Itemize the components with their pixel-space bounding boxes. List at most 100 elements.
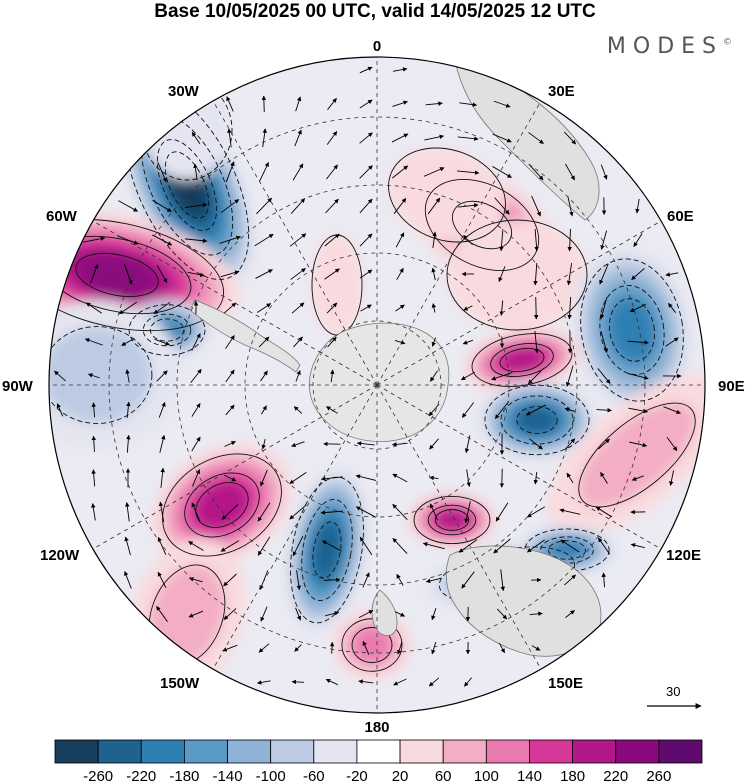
contour-line xyxy=(599,285,665,375)
wind-arrow xyxy=(663,406,681,414)
wind-arrow xyxy=(257,536,271,556)
wind-arrow xyxy=(123,263,133,285)
wind-arrow xyxy=(191,131,201,145)
wind-arrow xyxy=(528,132,544,144)
wind-arrow xyxy=(531,195,541,217)
wind-arrow xyxy=(534,331,539,354)
wind-arrow xyxy=(153,301,171,315)
wind-arrow xyxy=(358,609,374,619)
colorbar-swatch xyxy=(270,739,315,764)
wind-arrow xyxy=(629,303,647,313)
colorbar-tick-label: 140 xyxy=(517,768,542,783)
wind-arrow xyxy=(525,404,546,416)
meridians xyxy=(49,57,705,713)
wind-arrow xyxy=(259,161,269,182)
wind-arrow xyxy=(185,238,208,243)
map-border xyxy=(48,56,706,714)
contour-line xyxy=(578,402,696,508)
wind-arrow xyxy=(600,230,608,250)
contour-line xyxy=(301,499,353,601)
colorbar-tick-label: -180 xyxy=(169,768,199,783)
colorbar-tick-label: 260 xyxy=(646,768,671,783)
wind-arrow xyxy=(330,369,335,383)
wind-arrow xyxy=(224,441,236,447)
colorbar-swatch xyxy=(485,739,530,764)
antarctica-coastline xyxy=(308,322,450,442)
colorbar-tick-label: 100 xyxy=(474,768,499,783)
wind-arrow xyxy=(257,502,271,522)
wind-arrow xyxy=(431,337,436,347)
wind-arrow xyxy=(464,501,471,524)
wind-arrow xyxy=(359,536,373,556)
wind-arrow xyxy=(87,373,100,379)
wind-arrow xyxy=(125,502,130,522)
anomaly-blob xyxy=(500,348,544,372)
wind-arrow xyxy=(394,339,406,345)
lon-label-180: 180 xyxy=(364,719,389,736)
wind-arrow xyxy=(393,197,407,214)
graticule xyxy=(49,57,705,713)
wind-arrow xyxy=(84,338,103,346)
wind-arrow xyxy=(565,163,575,181)
wind-arrow xyxy=(397,641,403,655)
contour-line xyxy=(49,235,192,315)
wind-arrow xyxy=(631,267,645,281)
colorbar-swatch xyxy=(572,739,617,764)
anomaly-blob xyxy=(312,521,342,579)
wind-arrow xyxy=(126,434,131,453)
wind-arrow xyxy=(566,472,574,484)
wind-arrow xyxy=(294,644,302,652)
anomaly-blob xyxy=(352,627,392,663)
wind-arrow xyxy=(220,540,240,552)
wind-arrow xyxy=(601,572,607,588)
wind-arrow xyxy=(564,438,576,450)
wind-arrow xyxy=(157,161,167,183)
colorbar-swatch xyxy=(313,739,358,764)
chart-title: Base 10/05/2025 00 UTC, valid 14/05/2025… xyxy=(154,1,596,22)
wind-arrow xyxy=(492,166,512,178)
wind-arrow xyxy=(423,167,445,177)
wind-arrow xyxy=(320,476,343,481)
africa-coastline xyxy=(454,59,600,221)
wind-arrow xyxy=(295,607,302,621)
wind-arrow xyxy=(329,641,335,654)
wind-arrow xyxy=(360,304,372,312)
wind-arrow xyxy=(289,504,307,520)
wind-arrow xyxy=(359,132,373,144)
wind-arrow xyxy=(428,677,440,687)
wind-arrow xyxy=(526,539,545,553)
wind-arrow xyxy=(459,102,478,107)
colorbar-swatch xyxy=(442,739,487,764)
wind-vectors xyxy=(54,66,682,687)
contour-line xyxy=(49,218,225,332)
wind-arrow xyxy=(188,610,204,618)
wind-arrow xyxy=(152,234,173,246)
contour-line xyxy=(140,114,234,256)
wind-arrow xyxy=(227,128,232,148)
wind-arrow xyxy=(425,577,442,584)
contour-line xyxy=(484,384,590,456)
wind-arrow xyxy=(225,369,235,383)
wind-arrow xyxy=(597,537,611,555)
colorbar-tick-labels: -260 -220 -180 -140 -100 -60 -20 20 60 100 140 180 2… xyxy=(83,768,671,783)
colorbar-swatch xyxy=(399,739,444,764)
wind-arrow xyxy=(533,471,538,485)
wind-arrow xyxy=(431,303,437,313)
lon-label-30w: 30W xyxy=(168,83,200,100)
wind-arrow xyxy=(496,608,508,620)
south-america-coastline xyxy=(189,299,301,373)
wind-arrow xyxy=(493,100,511,108)
contour-line xyxy=(424,178,540,272)
wind-arrow xyxy=(560,539,580,553)
wind-arrow xyxy=(295,370,301,382)
wind-arrow xyxy=(156,605,168,622)
wind-arrow xyxy=(359,198,373,214)
wind-arrow xyxy=(152,199,172,213)
wind-arrow xyxy=(54,370,66,382)
wind-arrow xyxy=(293,406,303,414)
wind-arrow xyxy=(466,469,471,487)
contour-line xyxy=(75,252,159,298)
lon-label-120e: 120E xyxy=(666,547,701,564)
wind-arrow xyxy=(91,402,96,418)
wind-arrow xyxy=(461,402,475,418)
